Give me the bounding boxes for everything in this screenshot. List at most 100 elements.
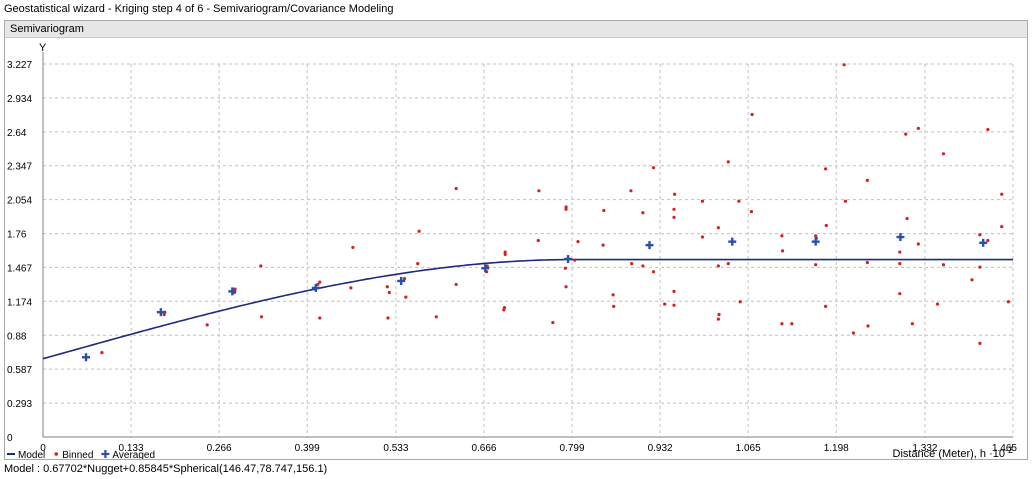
legend-label: Averaged <box>112 450 155 459</box>
binned-point <box>564 207 568 211</box>
binned-point <box>651 166 656 170</box>
averaged-point <box>397 276 406 285</box>
x-axis-label-text: Distance (Meter), h ·10 <box>893 448 1005 459</box>
averaged-point <box>728 237 737 246</box>
y-tick-label: 0.88 <box>7 331 27 342</box>
binned-point <box>780 322 784 326</box>
binned-point <box>935 302 940 306</box>
binned-point <box>941 152 946 156</box>
binned-points <box>100 63 1010 355</box>
binned-point <box>780 234 784 238</box>
binned-point <box>573 258 577 262</box>
binned-point <box>672 303 676 307</box>
binned-point <box>503 250 507 254</box>
binned-point <box>978 233 982 237</box>
binned-point <box>349 286 353 290</box>
x-tick-labels: 0 0.133 0.266 0.399 0.533 0.666 0.799 0.932 1.06… <box>40 443 1017 454</box>
x-tick-label: 1.198 <box>824 443 849 454</box>
binned-point <box>986 238 990 243</box>
grid <box>43 63 1014 437</box>
binned-point <box>503 252 507 256</box>
binned-point <box>749 210 754 214</box>
binned-point <box>1000 225 1004 229</box>
binned-point <box>905 216 909 221</box>
binned-point <box>814 263 818 267</box>
x-axis-label: Distance (Meter), h ·10-2 <box>893 445 1014 459</box>
binned-point <box>726 262 730 266</box>
binned-point <box>978 341 982 345</box>
y-tick-label: 0.293 <box>7 399 32 410</box>
x-tick-label: 0 <box>40 443 46 454</box>
binned-point <box>865 178 869 182</box>
binned-point <box>576 240 580 244</box>
binned-point <box>416 262 420 266</box>
binned-point <box>259 315 264 319</box>
binned-point <box>941 263 946 267</box>
binned-point <box>402 277 407 281</box>
averaged-point <box>564 254 573 263</box>
binned-point <box>673 192 677 196</box>
binned-point <box>502 308 506 312</box>
x-tick-label: 0.533 <box>383 443 408 454</box>
semivariogram-chart[interactable]: 0 0.293 0.587 0.88 1.174 1.467 1.76 2.054 2.347 2… <box>5 37 1027 459</box>
averaged-point <box>979 238 988 247</box>
x-tick-label: 1.065 <box>736 443 761 454</box>
binned-point <box>641 211 645 215</box>
binned-point <box>916 242 920 246</box>
binned-point <box>851 331 856 335</box>
binned-point <box>386 316 390 320</box>
legend-label: Binned <box>62 450 93 459</box>
x-tick-label: 1.332 <box>912 443 937 454</box>
x-tick-label: 0.399 <box>295 443 320 454</box>
legend-item: Averaged <box>101 450 155 459</box>
binned-point <box>716 317 720 321</box>
binned-point <box>716 264 720 268</box>
averaged-point <box>82 353 91 362</box>
x-tick-label: 0.666 <box>471 443 496 454</box>
binned-point <box>865 260 869 265</box>
binned-point <box>318 280 322 284</box>
binned-point <box>454 186 458 191</box>
binned-point <box>663 302 667 306</box>
binned-point <box>672 289 676 293</box>
binned-point <box>318 316 322 320</box>
binned-point <box>824 167 828 171</box>
averaged-points <box>82 233 988 362</box>
binned-point <box>726 160 730 164</box>
x-tick-label: 0.133 <box>119 443 144 454</box>
binned-point <box>162 312 166 317</box>
binned-point <box>351 245 355 250</box>
y-tick-label: 2.934 <box>7 94 32 105</box>
legend-item: Model <box>7 450 45 459</box>
binned-point <box>205 323 209 327</box>
semivariogram-panel: Semivariogram 0 0.293 0.587 0.88 1.174 1.467 1… <box>4 20 1028 460</box>
model-status-text: Model : 0.67702*Nugget+0.85845*Spherical… <box>4 463 328 475</box>
binned-point <box>551 320 555 325</box>
binned-point <box>700 235 705 239</box>
binned-point <box>612 304 616 308</box>
binned-point <box>790 322 794 326</box>
binned-point <box>986 127 990 132</box>
binned-point <box>100 351 104 355</box>
binned-point <box>385 285 389 289</box>
binned-point <box>717 312 721 317</box>
binned-point <box>672 215 676 219</box>
binned-point <box>738 300 742 304</box>
x-axis-label-exponent: -2 <box>1005 445 1013 455</box>
binned-point <box>641 264 645 268</box>
binned-point <box>780 249 785 253</box>
averaged-point <box>645 241 654 250</box>
binned-point <box>602 208 606 213</box>
binned-point <box>259 264 263 268</box>
y-tick-label: 0 <box>7 433 13 444</box>
y-tick-label: 2.347 <box>7 162 32 173</box>
y-tick-label: 1.467 <box>7 263 32 274</box>
binned-point <box>750 112 754 117</box>
binned-point <box>630 262 634 266</box>
x-tick-label: 0.266 <box>207 443 232 454</box>
binned-point <box>387 290 391 295</box>
binned-point <box>978 265 982 269</box>
model-line <box>42 258 1013 360</box>
binned-point <box>824 304 828 308</box>
binned-point <box>417 229 421 233</box>
